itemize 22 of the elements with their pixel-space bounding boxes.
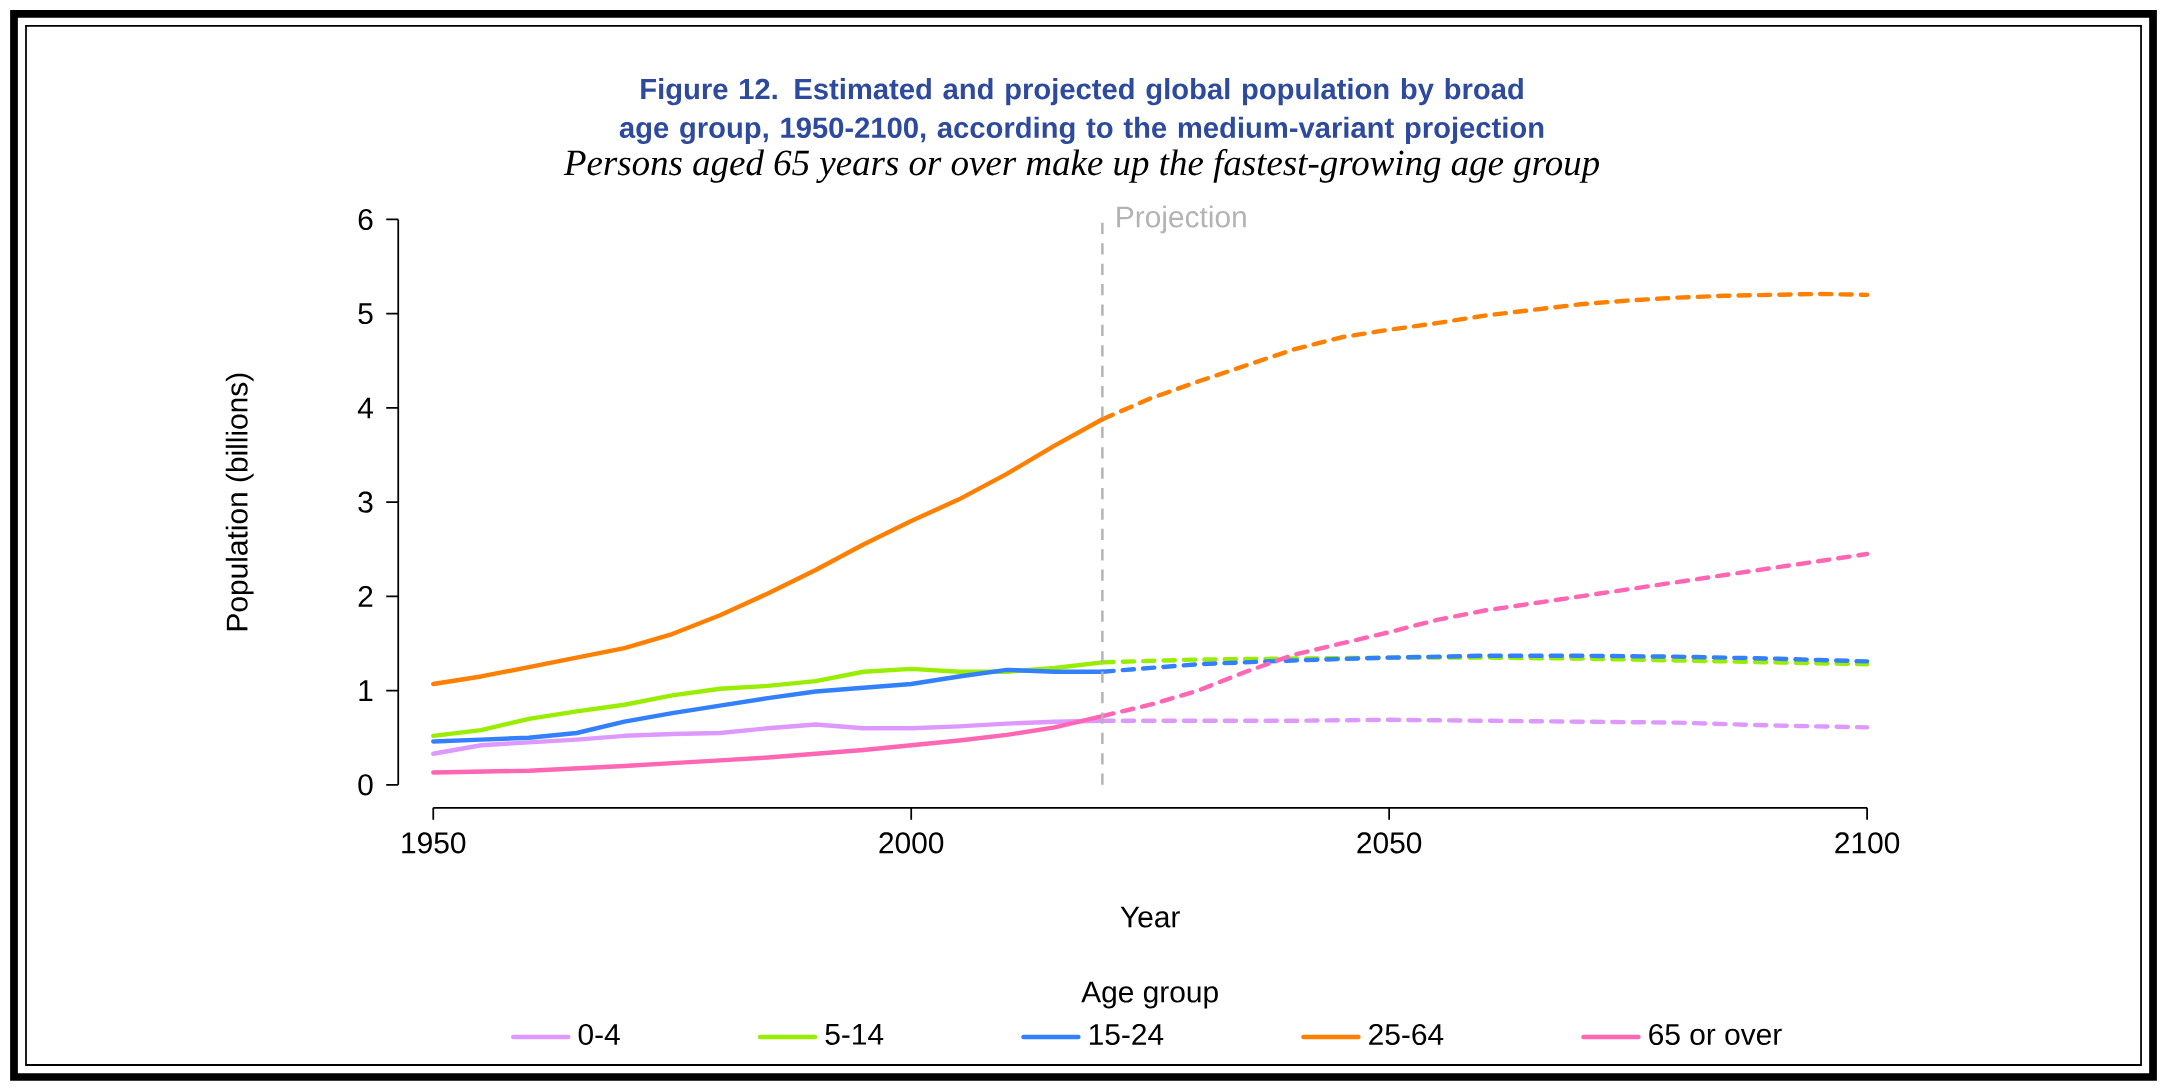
x-tick-label: 2100	[1835, 832, 1900, 854]
y-axis-title: Population (billions)	[225, 373, 254, 631]
y-tick-label: 0	[358, 774, 373, 796]
y-tick-label: 2	[358, 585, 373, 607]
legend-label: 5-14	[825, 1024, 884, 1045]
x-axis-title: Year	[1120, 906, 1180, 928]
ref-line-label: Projection	[1117, 205, 1246, 234]
chart-subtitle: Persons aged 65 years or over make up the fastest-growing age group	[563, 149, 1599, 183]
x-tick-label: 2000	[879, 832, 944, 854]
y-tick-label: 1	[359, 680, 373, 701]
legend-label: 0-4	[578, 1023, 620, 1046]
y-tick-label: 4	[357, 397, 373, 419]
x-tick-label: 2050	[1357, 832, 1422, 854]
legend-title: Age group	[1081, 981, 1218, 1009]
chart-title: Figure 12. Estimated and projected global population by broad age group, 1950-2100, according to the medium-variant projection	[619, 78, 1544, 144]
y-tick-label: 3	[358, 491, 373, 513]
legend-label: 15-24	[1089, 1023, 1164, 1046]
y-tick-label: 6	[358, 208, 373, 231]
y-tick-label: 5	[358, 303, 373, 325]
legend-label: 65 or over	[1649, 1023, 1782, 1046]
legend-label: 25-64	[1369, 1023, 1444, 1046]
x-tick-label: 1950	[402, 832, 466, 854]
